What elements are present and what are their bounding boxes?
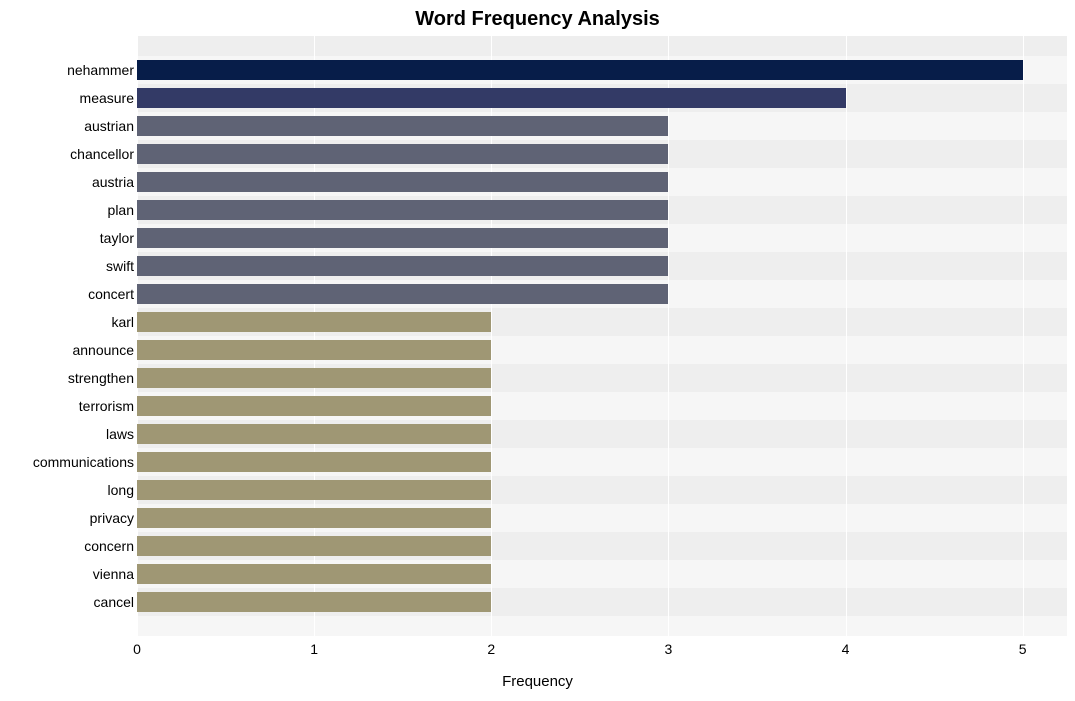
bar: [137, 88, 846, 108]
chart-plot-area: [137, 36, 1067, 636]
y-axis-label: austrian: [84, 119, 134, 133]
x-axis-tick: 0: [133, 641, 141, 657]
bar: [137, 340, 491, 360]
y-axis-label: swift: [106, 259, 134, 273]
y-axis-label: vienna: [93, 567, 134, 581]
bar: [137, 312, 491, 332]
bar: [137, 228, 668, 248]
x-axis-tick: 4: [842, 641, 850, 657]
y-axis-label: chancellor: [70, 147, 134, 161]
y-axis-label: cancel: [94, 595, 134, 609]
bar: [137, 396, 491, 416]
bar: [137, 424, 491, 444]
gridline-vertical: [1023, 36, 1024, 636]
bar: [137, 60, 1023, 80]
bar: [137, 144, 668, 164]
bar: [137, 452, 491, 472]
y-axis-label: taylor: [100, 231, 134, 245]
bar: [137, 368, 491, 388]
x-axis-tick: 5: [1019, 641, 1027, 657]
x-axis-title: Frequency: [0, 673, 1075, 690]
bar: [137, 564, 491, 584]
bar: [137, 508, 491, 528]
x-axis-tick: 1: [310, 641, 318, 657]
bar: [137, 172, 668, 192]
y-axis-label: concern: [84, 539, 134, 553]
bar: [137, 200, 668, 220]
chart-title: Word Frequency Analysis: [0, 8, 1075, 31]
grid-row-band: [137, 616, 1067, 636]
y-axis-label: plan: [108, 203, 134, 217]
y-axis-label: privacy: [90, 511, 134, 525]
y-axis-label: measure: [80, 91, 134, 105]
y-axis-label: communications: [33, 455, 134, 469]
bar: [137, 480, 491, 500]
y-axis-label: laws: [106, 427, 134, 441]
y-axis-label: concert: [88, 287, 134, 301]
x-axis-tick: 3: [665, 641, 673, 657]
bar: [137, 592, 491, 612]
bar: [137, 116, 668, 136]
y-axis-label: terrorism: [79, 399, 134, 413]
gridline-vertical: [846, 36, 847, 636]
y-axis-label: karl: [111, 315, 134, 329]
y-axis-label: long: [108, 483, 134, 497]
y-axis-label: austria: [92, 175, 134, 189]
bar: [137, 256, 668, 276]
y-axis-label: nehammer: [67, 63, 134, 77]
y-axis-label: strengthen: [68, 371, 134, 385]
y-axis-label: announce: [72, 343, 134, 357]
grid-row-band: [137, 36, 1067, 56]
bar: [137, 284, 668, 304]
bar: [137, 536, 491, 556]
x-axis-tick: 2: [487, 641, 495, 657]
gridline-vertical: [668, 36, 669, 636]
